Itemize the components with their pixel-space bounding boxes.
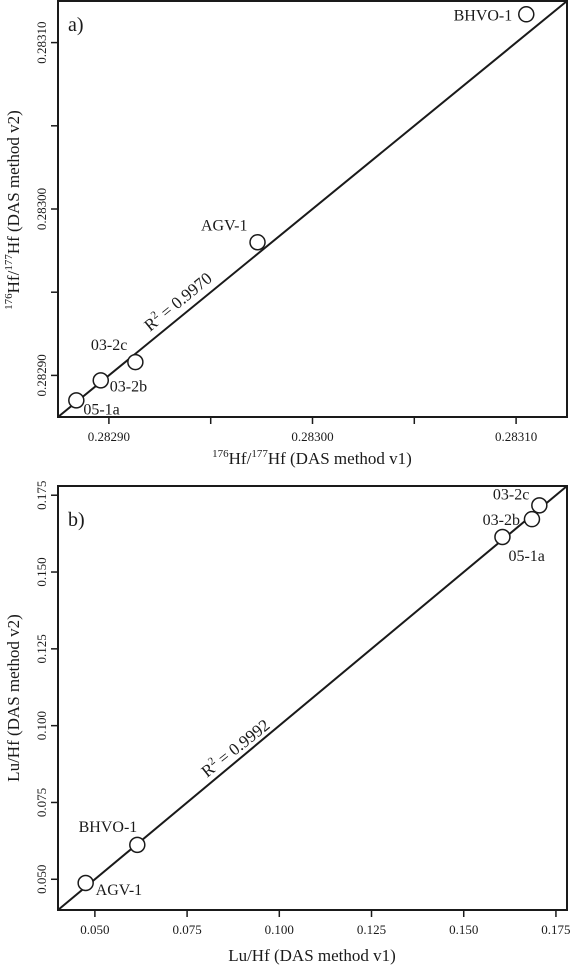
y-tick-label: 0.28290 (34, 354, 49, 396)
point-label: 03-2c (91, 337, 127, 354)
y-tick-label: 0.28300 (34, 188, 49, 230)
y-tick-label: 0.150 (34, 557, 49, 586)
panel-a-tag: a) (68, 14, 84, 36)
x-tick-label: 0.28300 (291, 429, 333, 444)
y-tick-label: 0.100 (34, 711, 49, 740)
x-tick-label: 0.125 (357, 922, 386, 937)
panel-a-fit-line (57, 0, 568, 418)
point-label: 03-2b (110, 378, 147, 395)
data-point (531, 497, 548, 514)
panel-a-y-axis-label: 176Hf/177Hf (DAS method v2) (3, 110, 23, 310)
panel-b-lu-hf-plot: 0.050 0.075 0.100 0.125 0.150 0.175 0.050 0.075… (4, 481, 571, 965)
x-tick-label: 0.175 (541, 922, 570, 937)
x-tick-label: 0.28310 (495, 429, 537, 444)
point-label: 03-2c (493, 486, 529, 503)
y-tick-label: 0.075 (34, 788, 49, 817)
panel-a-x-axis-label: 176Hf/177Hf (DAS method v1) (212, 448, 412, 468)
point-label: AGV-1 (96, 882, 143, 899)
x-tick-label: 0.050 (80, 922, 109, 937)
panel-b-r2-label: R2 = 0.9992 (197, 715, 273, 782)
data-point (129, 836, 146, 854)
panel-b-y-axis-label: Lu/Hf (DAS method v2) (4, 614, 23, 782)
y-tick-label: 0.175 (34, 481, 49, 510)
x-tick-label: 0.150 (449, 922, 478, 937)
data-point (249, 234, 266, 251)
x-tick-label: 0.100 (265, 922, 294, 937)
point-label: AGV-1 (201, 217, 248, 234)
data-point (127, 353, 144, 371)
point-label: 05-1a (508, 548, 544, 565)
panel-b-points: 03-2c 03-2b 05-1a BHVO-1 AGV-1 (77, 486, 548, 899)
data-point (523, 510, 541, 528)
point-label: 05-1a (83, 401, 119, 418)
panel-b-ticks: 0.050 0.075 0.100 0.125 0.150 0.175 0.050 0.075… (34, 481, 571, 937)
data-point (494, 528, 511, 546)
x-tick-label: 0.075 (172, 922, 201, 937)
panel-b-frame (57, 485, 568, 911)
panel-a-r2-label: R2 = 0.9970 (140, 268, 216, 335)
data-point (68, 392, 85, 409)
x-tick-label: 0.28290 (88, 429, 130, 444)
panel-b-tag: b) (68, 509, 85, 531)
panel-b-x-axis-label: Lu/Hf (DAS method v1) (228, 946, 396, 965)
point-label: BHVO-1 (454, 7, 513, 24)
regression-line (57, 0, 568, 418)
panel-a-ticks: 0.28290 0.28300 0.28310 0.28290 0.28300 0.283… (34, 21, 537, 444)
y-tick-label: 0.125 (34, 634, 49, 663)
data-point (518, 6, 535, 23)
point-label: BHVO-1 (79, 819, 138, 836)
y-tick-label: 0.28310 (34, 21, 49, 63)
data-point (92, 372, 110, 389)
panel-a-points: BHVO-1 AGV-1 03-2c 03-2b 05-1a (68, 6, 535, 418)
y-tick-label: 0.050 (34, 865, 49, 894)
data-point (77, 874, 94, 892)
point-label: 03-2b (483, 512, 520, 529)
panel-a-hf-isotope-plot: 0.28290 0.28300 0.28310 0.28290 0.28300 0.283… (3, 0, 568, 468)
